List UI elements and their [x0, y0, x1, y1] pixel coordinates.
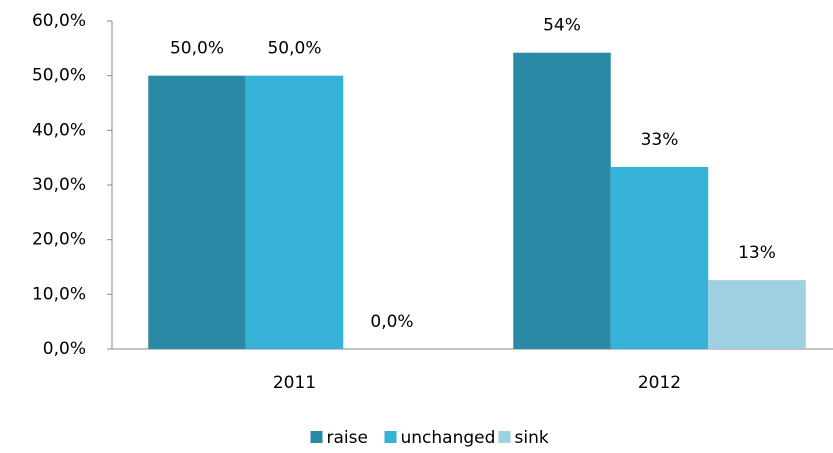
y-tick-label: 0,0% [43, 339, 86, 359]
bar [610, 166, 709, 349]
y-tick-label: 60,0% [32, 11, 86, 31]
value-label: 50,0% [267, 39, 321, 59]
bar [708, 280, 806, 349]
bar [245, 75, 344, 350]
x-tick-label: 2011 [273, 373, 316, 393]
y-tick-label: 30,0% [32, 175, 86, 195]
y-tick-label: 10,0% [32, 284, 86, 304]
value-label: 0,0% [370, 312, 413, 332]
legend-swatch [384, 431, 397, 443]
legend-label: sink [515, 428, 549, 448]
y-tick-label: 40,0% [32, 120, 86, 140]
legend-label: raise [327, 428, 368, 448]
legend-label: unchanged [401, 428, 496, 448]
value-label: 33% [641, 130, 679, 150]
legend-swatch [310, 431, 323, 443]
x-tick-label: 2012 [638, 373, 681, 393]
value-label: 50,0% [170, 39, 224, 59]
bar [148, 75, 246, 350]
y-tick-label: 50,0% [32, 66, 86, 86]
value-label: 13% [738, 243, 776, 263]
legend-swatch [498, 431, 511, 443]
y-tick-label: 20,0% [32, 230, 86, 250]
bar [513, 52, 611, 349]
value-label: 54% [543, 16, 581, 36]
